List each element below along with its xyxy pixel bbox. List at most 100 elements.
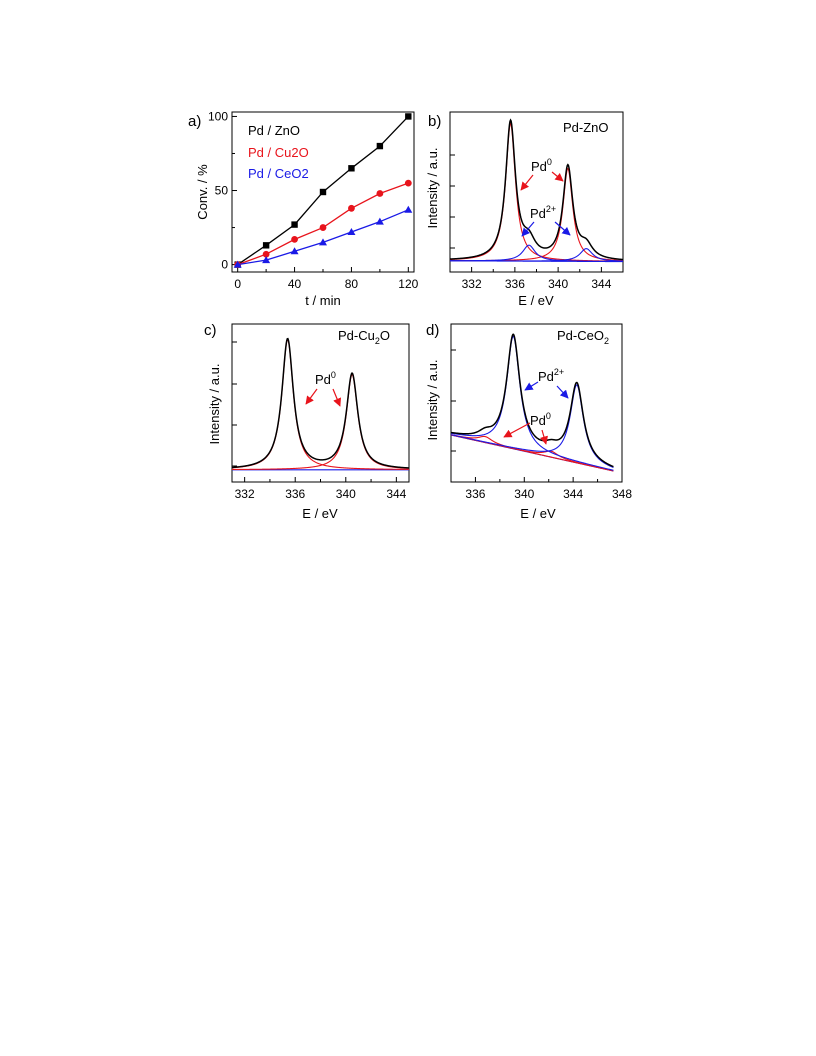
data-point-circle bbox=[348, 204, 355, 212]
data-point-triangle bbox=[404, 205, 413, 213]
panel-a: a) 0 40 80 120 0 50 100 t / min Conv. / % Pd /… bbox=[188, 109, 419, 308]
data-point-circle bbox=[291, 236, 298, 243]
panel-c-title: Pd-Cu2O bbox=[338, 328, 390, 346]
annotation-pd2-b-text: Pd bbox=[530, 206, 546, 221]
panel-b: b) 332 336 340 344 Pd-ZnO E / eV Intensity … bbox=[425, 111, 624, 308]
panel-d-title: Pd-CeO2 bbox=[557, 328, 609, 346]
panel-c-plot: 332 336 340 344 bbox=[231, 323, 410, 501]
series-line-2 bbox=[237, 209, 409, 266]
arrow-pd0-b-right bbox=[551, 171, 564, 182]
plot-frame bbox=[449, 111, 624, 273]
annotation-pd0-d: Pd0 bbox=[530, 411, 551, 428]
envelope-line bbox=[449, 118, 624, 261]
legend-entry-ceo2: Pd / CeO2 bbox=[248, 166, 309, 181]
data-point-circle bbox=[319, 224, 327, 231]
panel-d: d) 336 340 344 348 Pd-CeO2 E / eV Intensity… bbox=[425, 322, 632, 521]
x-tick-label: 332 bbox=[462, 277, 482, 291]
x-tick-label: 340 bbox=[336, 487, 356, 501]
legend-entry-cu2o: Pd / Cu2O bbox=[248, 145, 309, 160]
annotation-pd0-d-sup: 0 bbox=[546, 411, 551, 421]
fit-component-pd0 bbox=[232, 373, 410, 471]
x-tick-label: 336 bbox=[505, 277, 525, 291]
data-point-circle bbox=[376, 190, 384, 197]
data-point-triangle bbox=[375, 217, 384, 225]
annotation-pd0-b-sup: 0 bbox=[547, 157, 552, 167]
fit-component-pd0 bbox=[449, 122, 624, 262]
x-tick-label: 344 bbox=[591, 277, 611, 291]
y-tick-label: 50 bbox=[215, 184, 229, 198]
arrow-pd0-c-right bbox=[332, 388, 342, 407]
arrow-pd0-d-left bbox=[503, 422, 531, 438]
panel-a-xlabel: t / min bbox=[305, 293, 340, 308]
data-point-triangle bbox=[347, 228, 356, 235]
data-point-square bbox=[319, 188, 327, 196]
panel-d-title-main: Pd-CeO bbox=[557, 328, 604, 343]
panel-c-title-end: O bbox=[380, 328, 390, 343]
data-point-triangle bbox=[233, 260, 242, 268]
panel-b-title: Pd-ZnO bbox=[563, 120, 609, 135]
panel-d-plot: 336 340 344 348 bbox=[450, 323, 632, 501]
panel-d-title-sub: 2 bbox=[604, 336, 609, 346]
annotation-pd0-c: Pd0 bbox=[315, 370, 336, 387]
annotation-pd0-c-sup: 0 bbox=[331, 370, 336, 380]
panel-a-ylabel: Conv. / % bbox=[195, 164, 210, 220]
panel-c-title-sub: 2 bbox=[375, 336, 380, 346]
x-tick-label: 332 bbox=[235, 487, 255, 501]
panel-d-xlabel: E / eV bbox=[520, 506, 556, 521]
annotation-pd2-b: Pd2+ bbox=[530, 204, 556, 221]
arrow-pd2-b-left bbox=[521, 221, 535, 237]
data-point-square bbox=[348, 165, 355, 172]
panel-d-label: d) bbox=[426, 322, 439, 339]
x-tick-label: 340 bbox=[514, 487, 534, 501]
x-tick-label: 120 bbox=[398, 277, 418, 291]
annotation-pd0-b: Pd0 bbox=[531, 157, 552, 174]
annotation-pd2-b-sup: 2+ bbox=[546, 204, 556, 214]
panel-c: c) 332 336 340 344 Pd-Cu2O E / eV Intensity… bbox=[204, 322, 410, 521]
plot-frame bbox=[231, 323, 410, 483]
data-point-square bbox=[376, 142, 384, 150]
envelope-line bbox=[450, 333, 614, 468]
x-tick-label: 40 bbox=[288, 277, 302, 291]
data-point-circle bbox=[262, 250, 270, 258]
arrow-pd2-b-right bbox=[554, 221, 571, 236]
envelope-line bbox=[231, 337, 410, 469]
annotation-pd2-d-sup: 2+ bbox=[554, 367, 564, 377]
arrow-pd2-d-right bbox=[556, 385, 569, 399]
data-point-square bbox=[262, 242, 270, 249]
panel-c-label: c) bbox=[204, 322, 217, 339]
x-tick-label: 348 bbox=[612, 487, 632, 501]
arrow-pd0-d-right bbox=[539, 429, 548, 445]
panel-d-ylabel: Intensity / a.u. bbox=[425, 360, 440, 441]
legend-entry-zno: Pd / ZnO bbox=[248, 123, 300, 138]
annotation-pd2-d-text: Pd bbox=[538, 369, 554, 384]
panel-c-title-main: Pd-Cu bbox=[338, 328, 375, 343]
x-tick-label: 344 bbox=[563, 487, 583, 501]
annotation-pd0-b-text: Pd bbox=[531, 159, 547, 174]
annotation-pd0-c-text: Pd bbox=[315, 372, 331, 387]
x-tick-label: 340 bbox=[548, 277, 568, 291]
panel-a-label: a) bbox=[188, 113, 201, 130]
data-point-triangle bbox=[290, 247, 299, 255]
panel-b-label: b) bbox=[428, 113, 441, 130]
x-tick-label: 336 bbox=[465, 487, 485, 501]
panel-b-ylabel: Intensity / a.u. bbox=[425, 148, 440, 229]
data-point-triangle bbox=[262, 256, 271, 264]
data-point-circle bbox=[404, 179, 412, 187]
annotation-pd0-d-text: Pd bbox=[530, 413, 546, 428]
panel-c-xlabel: E / eV bbox=[302, 506, 338, 521]
y-tick-label: 100 bbox=[208, 109, 228, 123]
plot-frame bbox=[450, 323, 623, 483]
data-point-square bbox=[291, 221, 298, 228]
x-tick-label: 344 bbox=[386, 487, 406, 501]
arrow-pd2-d-left bbox=[524, 381, 539, 391]
arrow-pd0-b-left bbox=[520, 174, 534, 191]
panel-c-ylabel: Intensity / a.u. bbox=[207, 364, 222, 445]
data-point-triangle bbox=[319, 238, 327, 246]
x-tick-label: 0 bbox=[234, 277, 241, 291]
y-tick-label: 0 bbox=[221, 258, 228, 272]
arrow-pd0-c-left bbox=[305, 388, 318, 405]
panel-b-xlabel: E / eV bbox=[518, 293, 554, 308]
x-tick-label: 80 bbox=[345, 277, 359, 291]
panel-a-plot: 0 40 80 120 0 50 100 bbox=[208, 109, 419, 291]
